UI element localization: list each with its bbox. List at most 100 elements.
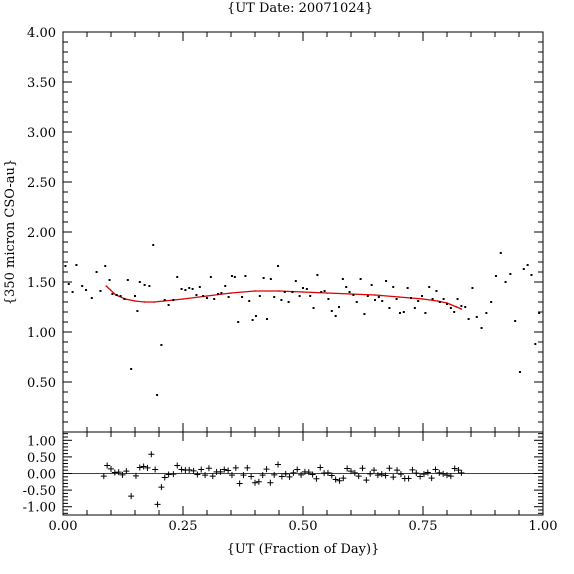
chart-title: {UT Date: 20071024} xyxy=(227,1,373,16)
residual-point xyxy=(271,471,278,478)
residual-point xyxy=(432,466,439,473)
residual-point xyxy=(324,469,331,476)
residual-point xyxy=(455,467,462,474)
residual-point xyxy=(447,473,454,480)
fit-point xyxy=(350,293,352,295)
data-point xyxy=(398,312,401,314)
data-point xyxy=(99,290,102,292)
residual-point xyxy=(428,475,435,482)
data-point xyxy=(320,291,323,293)
data-point xyxy=(248,300,251,302)
data-point xyxy=(280,299,283,301)
residual-point xyxy=(132,472,139,479)
residual-point xyxy=(386,465,393,472)
residual-point xyxy=(170,471,177,478)
y-tick-label: 3.00 xyxy=(27,126,56,141)
data-point xyxy=(435,290,438,292)
residual-point xyxy=(278,473,285,480)
data-point xyxy=(266,318,268,320)
data-point xyxy=(402,311,405,313)
data-point xyxy=(198,286,201,288)
residual-point xyxy=(158,484,165,491)
data-point xyxy=(176,276,179,278)
fit-point xyxy=(436,300,439,302)
y-tick-label: 1.50 xyxy=(27,276,56,291)
residual-point xyxy=(351,469,358,476)
residual-point xyxy=(186,466,193,473)
data-point xyxy=(330,310,333,312)
residual-point xyxy=(198,466,205,473)
data-point xyxy=(191,288,194,290)
data-point xyxy=(227,296,230,298)
residual-point xyxy=(244,464,251,471)
data-point xyxy=(377,296,380,298)
residual-point xyxy=(255,478,262,485)
data-point xyxy=(538,312,541,314)
data-point xyxy=(206,297,208,299)
residual-point xyxy=(394,467,401,474)
residual-point xyxy=(336,477,343,484)
residual-point xyxy=(340,475,347,482)
residual-point xyxy=(123,468,130,475)
data-point xyxy=(202,295,205,297)
data-point xyxy=(294,280,297,282)
data-point xyxy=(230,275,233,277)
data-point xyxy=(352,294,355,296)
residual-point xyxy=(104,462,111,469)
residual-point xyxy=(378,471,385,478)
data-point xyxy=(467,318,470,320)
y-tick-label: 2.50 xyxy=(27,176,56,191)
data-point xyxy=(136,310,139,312)
residual-point xyxy=(144,464,151,471)
data-point xyxy=(258,295,261,297)
residual-point xyxy=(174,462,181,469)
residual-point xyxy=(417,473,424,480)
data-point xyxy=(385,280,388,282)
data-point xyxy=(530,274,533,276)
data-point xyxy=(233,276,236,278)
data-point xyxy=(392,286,395,288)
data-point xyxy=(75,264,78,266)
residual-point xyxy=(424,469,431,476)
residual-point xyxy=(152,466,159,473)
data-point xyxy=(485,312,488,314)
residual-point xyxy=(225,467,232,474)
data-point xyxy=(180,288,183,290)
data-point xyxy=(438,301,441,303)
residual-point xyxy=(294,466,301,473)
data-point xyxy=(431,298,434,300)
data-point xyxy=(302,287,304,289)
top-panel-frame xyxy=(62,31,544,433)
data-points xyxy=(64,244,541,396)
residual-point xyxy=(440,470,447,477)
x-tick-label: 0.25 xyxy=(169,519,198,534)
data-point xyxy=(327,298,330,300)
residual-y-tick-label: -1.00 xyxy=(23,501,56,516)
residual-point xyxy=(409,466,416,473)
data-point xyxy=(220,292,223,294)
data-point xyxy=(355,301,358,303)
data-point xyxy=(123,298,126,300)
x-axis-tick-labels: 0.00 0.25 0.50 0.75 1.00 xyxy=(49,519,558,534)
residual-point xyxy=(317,464,324,471)
data-point xyxy=(395,298,398,300)
residual-point xyxy=(382,472,389,479)
data-point xyxy=(213,298,216,300)
data-point xyxy=(241,296,244,298)
data-point xyxy=(138,281,141,283)
residual-points xyxy=(100,451,465,508)
data-point xyxy=(277,265,280,267)
x-axis-label: {UT (Fraction of Day)} xyxy=(227,542,380,557)
fit-point xyxy=(374,294,376,296)
residual-point xyxy=(290,469,297,476)
fit-point xyxy=(254,290,256,292)
residual-point xyxy=(221,466,228,473)
residual-point xyxy=(305,469,312,476)
y-tick-label: 4.00 xyxy=(27,26,56,41)
data-point xyxy=(504,281,507,283)
residual-point xyxy=(436,469,443,476)
data-point xyxy=(359,278,362,280)
data-point xyxy=(85,289,88,291)
residual-point xyxy=(148,451,155,458)
data-point xyxy=(334,315,337,317)
